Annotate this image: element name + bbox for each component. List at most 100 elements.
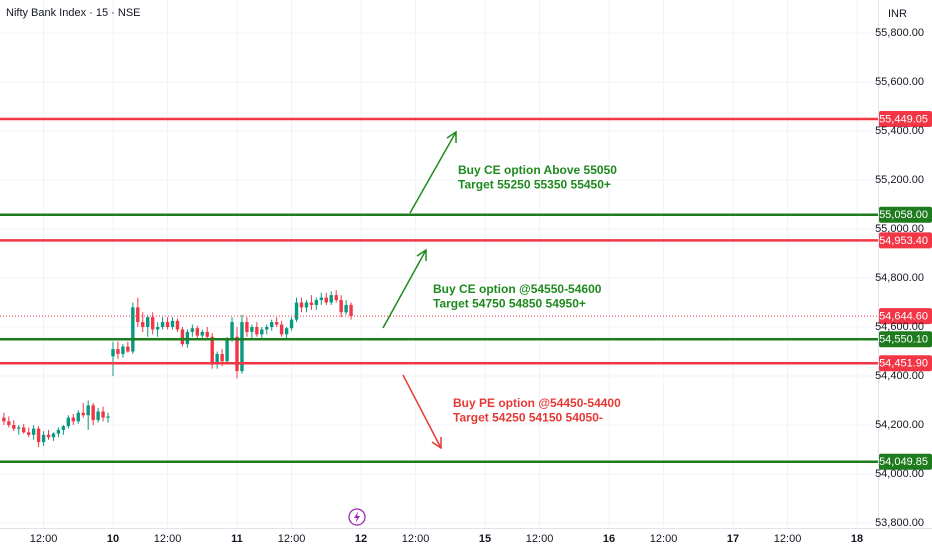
y-tick-label: 55,800.00 [875,27,924,39]
candle-body [121,346,125,354]
price-label-box [879,331,932,348]
candle-body [56,429,61,434]
candle-body [324,297,328,303]
x-tick-label: 11 [231,533,243,545]
y-tick-label: 55,600.00 [875,76,924,88]
candle-body [51,433,56,438]
x-tick-label: 18 [851,533,863,545]
candle-body [126,346,130,352]
candle-body [175,320,180,330]
candle-body [146,317,150,328]
annotation-text: Buy CE option @54550-54600 [433,282,602,296]
candle-body [270,322,274,328]
lightning[interactable] [354,511,360,523]
chart-title: Nifty Bank Index · 15 · NSE [6,7,141,19]
price-label-box [879,453,932,470]
annotation-text: Buy PE option @54450-54400 [453,396,621,410]
candle-body [245,322,249,332]
candle-body [36,428,41,443]
x-tick-label: 12:00 [526,533,554,545]
y-tick-label: 53,800.00 [875,517,924,529]
candle-body [31,428,36,435]
candle-body [225,339,229,362]
arrows [382,130,457,450]
candles [2,290,353,448]
candle-body [274,322,279,325]
candle-body [91,405,95,421]
candle-body [334,295,338,301]
price-label: 55,058.00 [879,209,928,221]
candle-body [265,327,269,330]
annotation-text: Buy CE option Above 55050 [458,163,617,177]
candle-body [66,417,71,427]
grid [0,0,878,528]
candle-body [299,302,304,308]
currency: INR [888,8,907,20]
y-tick-label: 54,800.00 [875,272,924,284]
axes: 53,800.00 54,000.00 54,200.00 54,400.00 54,6… [30,27,924,545]
price-label: 54,953.40 [879,235,928,247]
candle-body [250,327,254,332]
candle-body [41,434,46,443]
price-label-box [879,206,932,223]
candle-body [26,432,31,435]
price-label-box [879,110,932,127]
y-tick-label: 54,600.00 [875,321,924,333]
candle-body [160,322,165,328]
candle-body [71,417,76,422]
candle-body [190,328,195,332]
x-tick-label: 12 [355,533,367,545]
candle-body [344,304,348,313]
candle-body [319,297,324,301]
candle-body [17,427,21,429]
candle-body [81,412,85,416]
candle-body [314,300,319,305]
candle-body [61,426,66,430]
candle-body [279,324,284,335]
event-icon[interactable] [348,508,366,526]
candle-body [12,425,16,429]
x-tick-label: 16 [603,533,615,545]
x-tick-label: 12:00 [402,533,430,545]
arrow [402,374,442,449]
candle-body [86,405,90,416]
annotation-text: Target 54750 54850 54950+ [433,297,586,311]
x-tick-label: 10 [107,533,119,545]
candle-body [260,329,264,335]
candle-body [294,302,299,320]
candle-body [131,307,135,352]
candle-body [150,317,155,330]
candle-body [284,328,289,335]
price-label-box [879,308,932,325]
annotation-text: Target 54250 54150 54050- [453,411,603,425]
candle-body [215,353,219,364]
candle-body [205,331,209,337]
candle-body [289,319,294,329]
arrow-head [446,130,457,143]
candle-body [304,302,309,308]
price-label-box [879,232,932,249]
candle-body [329,295,333,303]
candle-body [220,353,224,362]
arrow-head [431,437,442,450]
candle-body [200,331,204,336]
candle-body [349,304,353,316]
candle-body [116,349,120,354]
x-tick-label: 12:00 [278,533,306,545]
x-tick-label: 15 [479,533,491,545]
x-tick-label: 17 [727,533,739,545]
candle-body [235,336,239,372]
candle-body [309,302,314,305]
candle-body [155,327,160,330]
candle-body [76,412,80,422]
candle-body [230,322,234,340]
y-tick-label: 54,000.00 [875,468,924,480]
candle-body [22,427,26,433]
candle-body [180,329,185,345]
candle-body [339,300,343,313]
candle-body [255,327,259,335]
price-label: 55,449.05 [879,113,928,125]
